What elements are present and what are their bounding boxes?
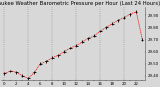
Title: Milwaukee Weather Barometric Pressure per Hour (Last 24 Hours): Milwaukee Weather Barometric Pressure pe…: [0, 1, 160, 6]
